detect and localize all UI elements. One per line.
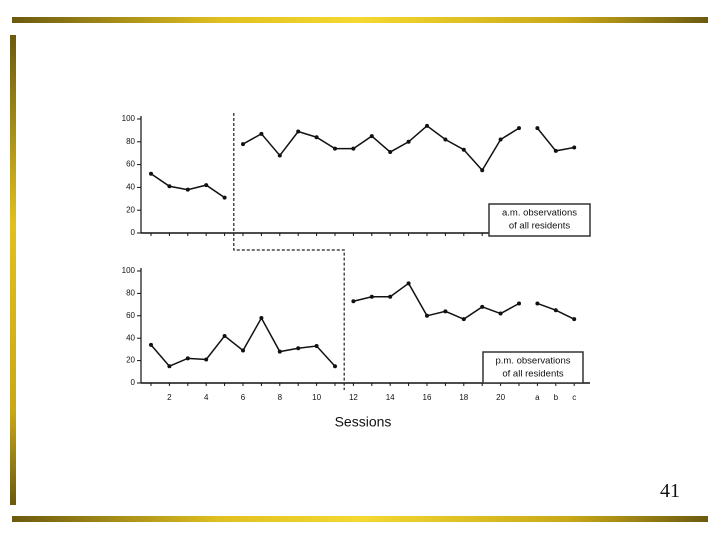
bottom-bar	[12, 516, 708, 522]
point	[241, 142, 245, 147]
point	[461, 317, 466, 322]
line-segment	[242, 124, 520, 172]
point	[185, 187, 190, 192]
annotation: of all residents	[509, 221, 571, 232]
x-tick-label: 18	[459, 393, 468, 402]
point	[222, 195, 227, 200]
point	[461, 147, 466, 152]
point	[149, 171, 153, 176]
annotation: of all residents	[502, 369, 564, 380]
point	[443, 309, 448, 314]
point	[241, 348, 245, 353]
x-tick-label: 20	[496, 393, 505, 402]
point	[314, 135, 319, 140]
line-segment	[150, 316, 336, 368]
point	[167, 364, 172, 369]
annotation-box	[488, 203, 591, 237]
point	[480, 168, 485, 173]
phase-line	[233, 113, 345, 390]
point	[351, 146, 356, 151]
x-tick-label: 10	[312, 393, 321, 402]
x-tick-label: a	[535, 393, 540, 402]
point	[480, 304, 485, 309]
point	[498, 137, 503, 142]
point	[204, 357, 209, 362]
line-segment	[150, 173, 226, 199]
x-tick-label: 4	[204, 393, 209, 402]
top-bar	[12, 17, 708, 23]
y-tick-label: 0	[131, 378, 136, 387]
point	[388, 150, 393, 155]
x-tick-label: 6	[241, 393, 246, 402]
point	[351, 299, 356, 304]
y-tick-label: 80	[126, 289, 135, 298]
point	[296, 346, 301, 351]
x-tick-label: 2	[167, 393, 172, 402]
x-tick-label: c	[572, 393, 576, 402]
y-tick-label: 60	[126, 311, 135, 320]
point	[369, 294, 374, 299]
y-tick-label: 100	[122, 114, 136, 123]
line-segment	[353, 282, 520, 321]
point	[149, 342, 153, 347]
point	[425, 123, 429, 128]
point	[277, 153, 282, 158]
point	[406, 281, 411, 286]
point	[517, 126, 521, 131]
y-tick-label: 80	[126, 137, 135, 146]
point	[535, 126, 540, 131]
point	[388, 294, 393, 299]
annotation: p.m. observations	[496, 356, 571, 367]
y-tick-label: 20	[126, 205, 135, 214]
x-tick-label: 8	[278, 393, 283, 402]
y-tick-label: 60	[126, 160, 135, 169]
point	[517, 301, 521, 306]
point	[222, 333, 227, 338]
point	[296, 129, 301, 134]
x-tick-label: 14	[386, 393, 395, 402]
point	[406, 139, 411, 144]
point	[259, 316, 264, 321]
point	[185, 356, 190, 361]
point	[333, 146, 337, 151]
point	[535, 301, 540, 306]
y-tick-label: 0	[131, 228, 136, 237]
slide-number: 41	[660, 480, 680, 502]
left-bar	[10, 35, 16, 505]
x-tick-label: 12	[349, 393, 358, 402]
annotation: a.m. observations	[502, 208, 577, 219]
y-tick-label: 40	[126, 333, 135, 342]
point	[167, 184, 172, 189]
y-tick-label: 100	[122, 266, 136, 275]
point	[553, 148, 558, 153]
point	[277, 349, 282, 354]
point	[498, 311, 503, 316]
point	[553, 308, 558, 313]
point	[369, 134, 374, 139]
point	[572, 317, 577, 322]
line-segment	[536, 127, 575, 152]
y-tick-label: 20	[126, 356, 135, 365]
point	[314, 344, 319, 349]
x-tick-label: b	[554, 393, 559, 402]
point	[572, 145, 577, 150]
y-tick-label: 40	[126, 183, 135, 192]
x-tick-label: 16	[423, 393, 432, 402]
point	[425, 313, 429, 318]
point	[333, 364, 337, 369]
point	[443, 137, 448, 142]
point	[259, 131, 264, 136]
annotation-box	[482, 351, 584, 384]
x-axis-label: Sessions	[335, 414, 392, 430]
point	[204, 183, 209, 188]
